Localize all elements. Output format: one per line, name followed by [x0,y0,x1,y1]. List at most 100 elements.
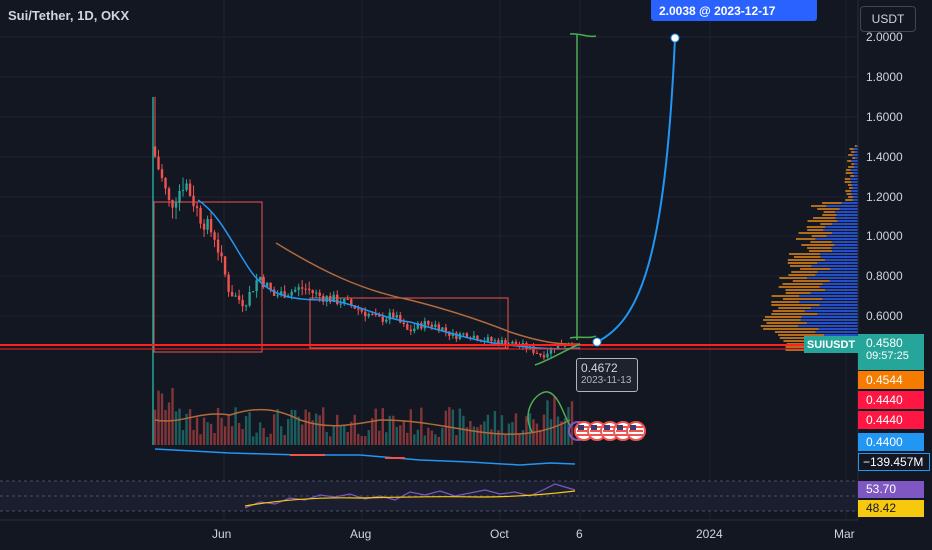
candle-body [311,290,314,294]
volume-bar [441,427,444,445]
candle-body [213,232,216,240]
volume-profile-bar [807,229,824,231]
volume-bar [385,432,388,445]
volume-bar [248,412,251,445]
volume-profile-bar [815,274,858,276]
volume-profile-bar [788,253,821,255]
volume-bar [213,433,216,445]
volume-profile-bar [785,346,820,348]
volume-bar [290,409,293,445]
projection-start-point [592,337,602,347]
volume-bar [174,411,178,445]
volume-profile-bar [801,316,858,318]
volume-profile-bar [819,304,858,306]
volume-profile-bar [847,160,852,162]
volume-bar [497,430,500,445]
flag-stripe [577,434,591,436]
volume-bar [528,413,532,445]
volume-bar [272,414,276,445]
volume-bar [378,430,381,445]
volume-bar [539,429,542,445]
last-price: 0.4580 [866,336,903,350]
flag-stripe [603,430,617,432]
volume-profile-bar [851,193,858,195]
candle-body [500,339,504,345]
candle-body [378,314,381,317]
candle-body [346,298,349,300]
candle-body [416,322,420,329]
volume-bar [171,387,174,445]
volume-profile-bar [817,262,858,264]
volume-bar [223,426,227,445]
candle-body [300,287,304,289]
candle-body [258,277,262,281]
volume-profile-bar [835,217,858,219]
candle-body [293,289,297,292]
volume-bar [199,434,202,445]
candle-body [188,183,192,196]
volume-profile-bar [820,253,858,255]
volume-bar [346,432,349,445]
obv-value-label: −139.457M [858,453,930,471]
volume-profile-bar [779,277,808,279]
volume-profile-bar [854,175,858,177]
candle-body [385,319,388,322]
candle-body [360,309,363,312]
volume-bar [311,420,314,445]
obv-line [154,448,576,466]
candle-body [371,314,374,316]
volume-profile-bar [764,316,802,318]
volume-bar [462,415,465,445]
candle-body [406,324,409,330]
candle-body [343,298,346,304]
candle-body [336,294,339,305]
time-tick: Oct [490,527,509,541]
volume-profile-bar [832,223,858,225]
volume-bar [525,416,528,445]
time-tick: 2024 [696,527,723,541]
volume-bar [307,412,311,445]
volume-bar [430,430,434,445]
volume-profile-bar [808,250,833,252]
volume-profile-bar [850,169,858,171]
volume-profile-bar [807,277,858,279]
candle-body [160,169,164,178]
candle-body [514,341,518,345]
volume-profile-bar [851,160,858,162]
volume-profile-bar [811,205,827,207]
ema-long-line [275,242,581,345]
volume-profile-bar [849,148,854,150]
volume-profile-bar [771,313,818,315]
candle-body [290,291,293,296]
volume-profile-bar [817,208,840,210]
volume-profile-bar [822,202,842,204]
candle-body [413,328,416,332]
candle-body [486,337,490,342]
volume-bar [255,432,258,445]
projection-end-point [670,33,680,43]
volume-bar [216,407,220,445]
volume-bar [283,434,286,445]
currency-button[interactable]: USDT [860,6,916,32]
candle-body [174,202,178,208]
volume-profile-bar [820,256,858,258]
callout-value: 0.4672 [581,361,618,375]
volume-profile-bar [815,238,858,240]
volume-bar [206,422,209,445]
obv-highlight [290,454,405,459]
volume-profile-bar [850,175,855,177]
volume-bar [427,427,430,445]
volume-profile-bar [791,271,818,273]
volume-profile-bar [845,169,851,171]
candle-body [314,292,318,294]
volume-profile-bar [822,298,858,300]
volume-bar [325,431,328,445]
economic-events[interactable] [568,421,646,441]
volume-profile-bar [852,172,858,174]
candle-body [216,239,220,253]
volume-profile-bar [789,265,812,267]
candle-body [427,320,430,325]
candle-body [399,315,402,323]
volume-profile-bar [810,241,832,243]
